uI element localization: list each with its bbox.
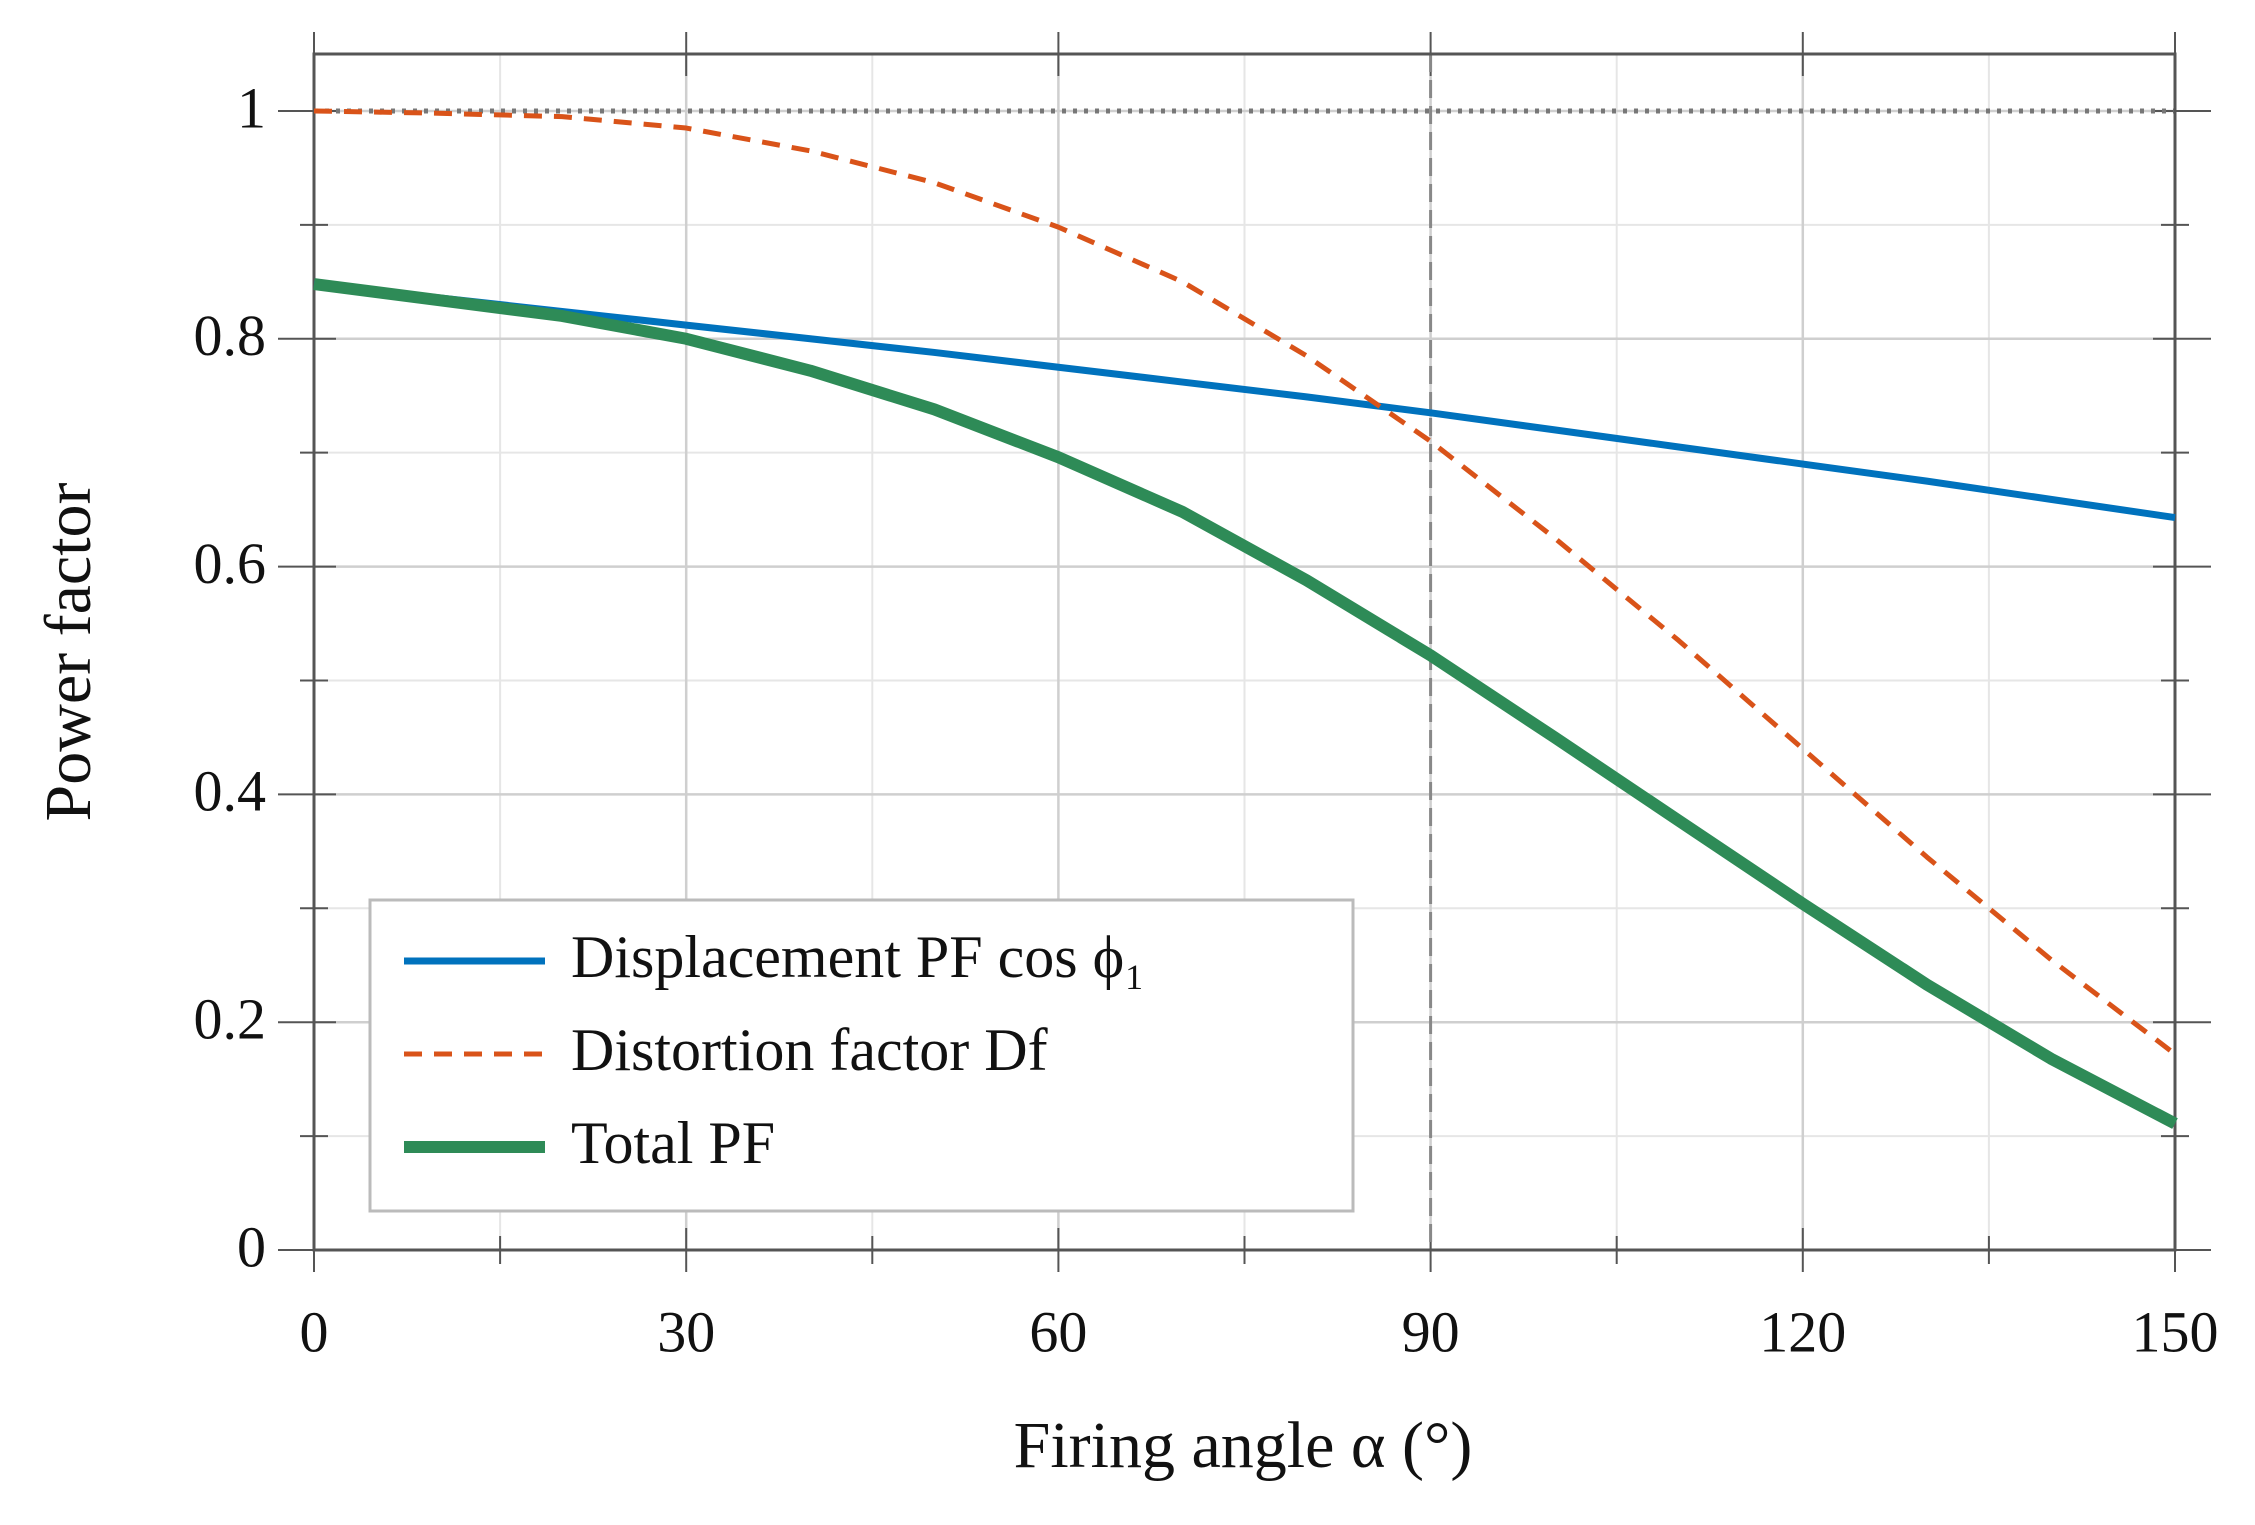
series-line bbox=[313, 280, 2176, 522]
y-tick-label: 1 bbox=[237, 75, 266, 140]
x-tick-label: 120 bbox=[1759, 1299, 1846, 1364]
y-tick-label: 0 bbox=[237, 1214, 266, 1279]
series-line bbox=[313, 108, 2177, 1057]
legend-label: Total PF bbox=[571, 1110, 775, 1176]
x-tick-label: 60 bbox=[1029, 1299, 1087, 1364]
plot-frame bbox=[312, 52, 2177, 1252]
y-tick-label: 0.6 bbox=[194, 531, 267, 596]
legend-label: Displacement PF cos ϕ₁ bbox=[571, 924, 1145, 990]
x-tick-label: 150 bbox=[2132, 1299, 2219, 1364]
x-tick-label: 0 bbox=[300, 1299, 329, 1364]
y-axis-label: Power factor bbox=[32, 482, 105, 821]
legend-label: Distortion factor Df bbox=[571, 1017, 1048, 1083]
y-tick-label: 0.8 bbox=[194, 303, 267, 368]
y-tick-label: 0.4 bbox=[194, 759, 267, 824]
x-axis-label: Firing angle α (°) bbox=[1014, 1409, 1473, 1482]
x-tick-label: 30 bbox=[657, 1299, 715, 1364]
series-line bbox=[313, 278, 2178, 1129]
x-tick-label: 90 bbox=[1402, 1299, 1460, 1364]
y-tick-label: 0.2 bbox=[194, 987, 267, 1052]
